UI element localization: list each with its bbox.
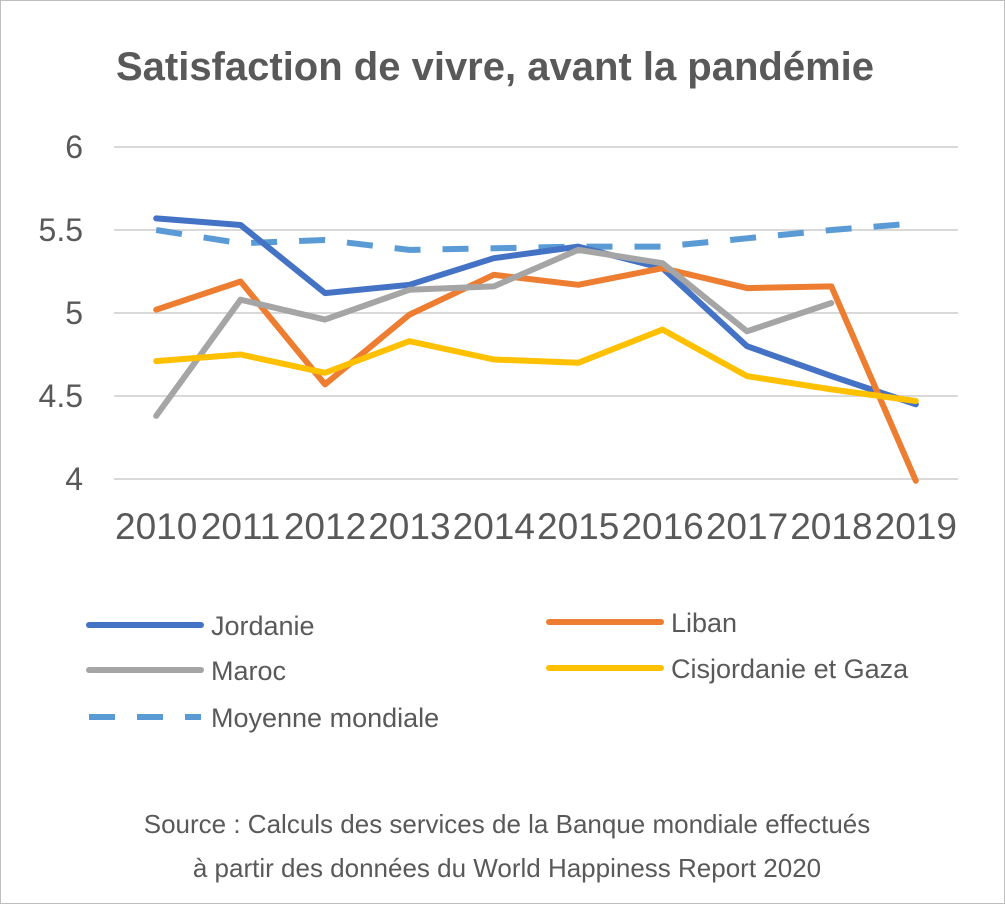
chart-title: Satisfaction de vivre, avant la pandémie [116,45,874,89]
x-tick-label: 2017 [706,506,788,547]
y-tick-label: 4 [65,461,83,497]
series-line-1 [153,265,919,484]
x-tick-label: 2016 [621,506,703,547]
x-tick-label: 2018 [790,506,872,547]
x-tick-label: 2019 [875,506,957,547]
y-tick-label: 5.5 [39,212,83,248]
legend-label-3: Cisjordanie et Gaza [671,654,909,684]
x-axis-ticks: 2010 2011 2012 2013 2014 2015 2016 2017 2018 2019 [115,506,957,547]
legend-label-1: Liban [671,608,737,638]
series-line-2 [153,246,835,419]
x-tick-label: 2012 [284,506,366,547]
series-line-0 [153,215,919,408]
y-tick-label: 6 [65,129,83,165]
y-axis-ticks: 4 4.5 5 5.5 6 [39,129,83,497]
x-tick-label: 2011 [201,506,281,547]
legend: Jordanie Liban Maroc Cisjordanie et Gaza Moy… [86,608,909,733]
legend-label-2: Maroc [211,656,286,686]
series-line-4 [155,220,917,253]
source-line-2: à partir des données du World Happiness … [193,853,821,883]
source-line-1: Source : Calculs des services de la Banq… [144,809,871,839]
series-lines [153,215,919,484]
y-tick-label: 5 [65,295,83,331]
x-tick-label: 2013 [368,506,450,547]
series-line-3 [153,326,919,404]
x-tick-label: 2015 [537,506,619,547]
x-tick-label: 2010 [115,506,197,547]
legend-label-4: Moyenne mondiale [211,703,439,733]
gridlines [114,146,958,480]
y-tick-label: 4.5 [39,378,83,414]
x-tick-label: 2014 [453,506,535,547]
legend-label-0: Jordanie [211,611,315,641]
